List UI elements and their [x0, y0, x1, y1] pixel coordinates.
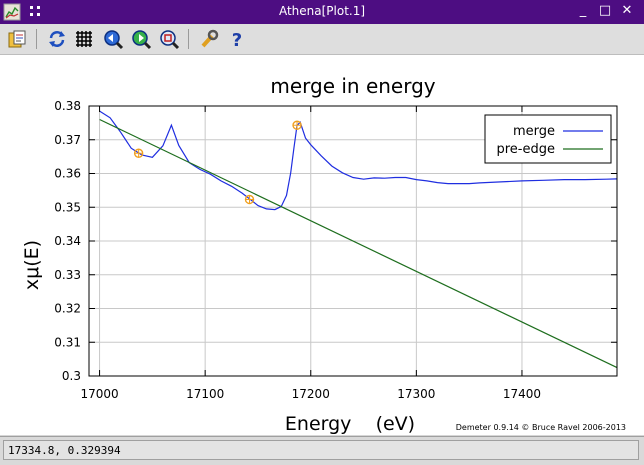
y-tick-label: 0.32: [54, 302, 81, 316]
window-menu-icon[interactable]: [3, 3, 21, 21]
y-axis-label: xμ(E): [21, 240, 43, 290]
series-line-merge: [99, 110, 618, 211]
grid-icon[interactable]: [74, 28, 96, 50]
close-button[interactable]: ✕: [621, 3, 633, 18]
legend-label-merge: merge: [513, 124, 555, 139]
toolbar: ?: [0, 24, 644, 55]
cursor-coordinates: 17334.8, 0.329394: [3, 440, 639, 460]
x-axis-label: Energy (eV): [285, 413, 415, 435]
settings-icon[interactable]: [198, 28, 220, 50]
toolbar-separator: [188, 29, 189, 49]
x-tick-label: 17200: [292, 387, 330, 401]
title-bar[interactable]: Athena[Plot.1] _ □ ✕: [0, 0, 644, 24]
y-tick-label: 0.36: [54, 167, 81, 181]
y-tick-label: 0.33: [54, 268, 81, 282]
status-bar: 17334.8, 0.329394: [0, 436, 644, 465]
toolbar-separator: [36, 29, 37, 49]
x-tick-label: 17400: [503, 387, 541, 401]
y-tick-label: 0.34: [54, 234, 81, 248]
plot-area[interactable]: merge in energy 17000 17100 17200 17300 1740…: [0, 55, 644, 435]
legend: merge pre-edge: [484, 114, 612, 164]
y-tick-label: 0.38: [54, 99, 81, 113]
save-icon[interactable]: [6, 28, 28, 50]
credit-text: Demeter 0.9.14 © Bruce Ravel 2006-2013: [456, 423, 626, 432]
zoom-prev-icon[interactable]: [102, 28, 124, 50]
minimize-button[interactable]: _: [579, 3, 587, 18]
legend-box: [484, 114, 612, 164]
y-tick-label: 0.3: [62, 369, 81, 383]
y-tick-label: 0.37: [54, 133, 81, 147]
zoom-fit-icon[interactable]: [158, 28, 180, 50]
maximize-button[interactable]: □: [598, 3, 612, 18]
svg-text:?: ?: [232, 30, 242, 50]
legend-label-pre-edge: pre-edge: [497, 142, 556, 157]
y-tick-label: 0.31: [54, 335, 81, 349]
chart-svg[interactable]: merge in energy 17000 17100 17200 17300 1740…: [0, 55, 644, 435]
data-markers: [133, 120, 302, 205]
y-tick-label: 0.35: [54, 200, 81, 214]
refresh-icon[interactable]: [46, 28, 68, 50]
x-tick-label: 17300: [397, 387, 435, 401]
help-icon[interactable]: ?: [226, 28, 248, 50]
shade-icon[interactable]: [28, 4, 42, 18]
x-tick-label: 17000: [80, 387, 118, 401]
window-title: Athena[Plot.1]: [278, 4, 366, 18]
series-line-pre-edge: [99, 118, 618, 369]
chart-title: merge in energy: [270, 74, 435, 98]
series-lines: [99, 110, 618, 369]
x-tick-label: 17100: [186, 387, 224, 401]
zoom-in-icon[interactable]: [130, 28, 152, 50]
axis-ticks: 17000 17100 17200 17300 17400 0.3 0.31 0.32 0.33…: [54, 99, 617, 401]
